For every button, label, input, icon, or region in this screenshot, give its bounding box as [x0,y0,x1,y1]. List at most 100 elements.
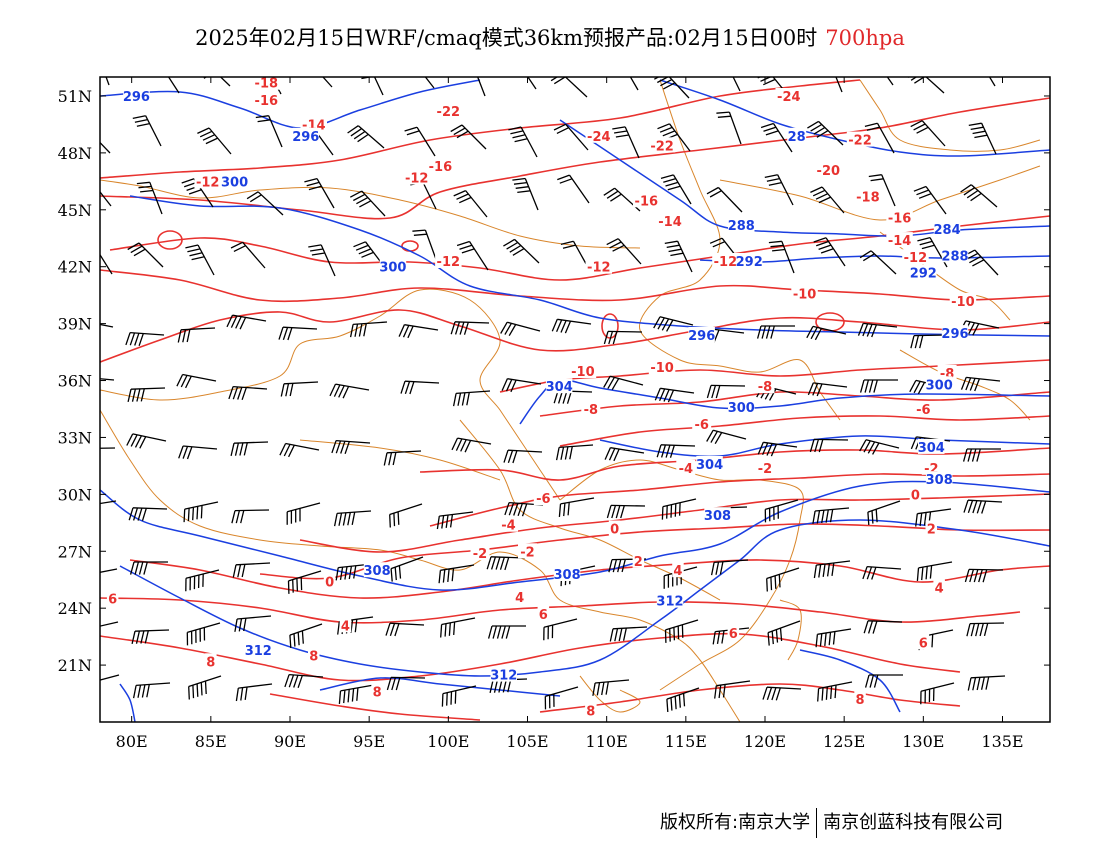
height-label-bg [941,325,969,341]
lon-tick-label: 130E [902,732,944,751]
wind-barb [809,438,849,453]
wind-barb [255,115,283,148]
wind-barb [660,174,692,205]
temperature-label: 6 [108,593,117,608]
lat-tick-label: 48N [58,144,92,163]
wind-barb [185,569,220,592]
height-label-bg [696,456,723,471]
wind-barb [544,686,579,710]
temperature-label-bg [886,209,913,225]
lat-tick-label: 42N [58,258,92,277]
lon-tick-label: 100E [427,732,469,751]
wind-barb [398,324,439,339]
wind-barb [592,679,630,696]
temperature-label: 8 [373,686,382,701]
wind-barb [604,447,645,462]
lat-tick-label: 21N [58,656,92,675]
lat-tick-label: 39N [58,315,92,334]
wind-barb [132,115,162,147]
temperature-label-bg [106,590,119,606]
temperature-label-bg [518,543,537,559]
wind-barb [280,381,319,397]
temperature-label-bg [308,647,320,663]
wind-barb [333,510,372,527]
temperature-label-bg [886,232,913,248]
temperature-label: -16 [888,211,912,226]
temperature-label: -24 [587,130,611,145]
lon-tick-label: 115E [665,732,707,751]
temperature-label-bg [253,74,280,90]
height-label-bg [735,253,763,268]
wind-barb [126,433,167,449]
temperature-label: 0 [911,488,920,503]
wind-barb [960,184,998,208]
wind-barb [806,325,847,341]
pressure-level-label: 700hpa [825,26,905,50]
wind-barb [235,683,273,702]
temperature-label-bg [581,401,601,416]
wind-barb [231,509,270,524]
wind-barb [188,675,222,700]
wind-barb [100,253,113,275]
temperature-label-bg [323,573,336,589]
wind-barb [100,323,114,328]
wind-barb [136,181,163,215]
lat-tick-label: 51N [58,87,92,106]
wind-barb [813,560,851,579]
wind-barb [768,240,795,274]
temperature-label: -22 [650,139,674,154]
wind-barb [308,244,336,277]
wind-barb [100,378,115,381]
lon-tick-label: 105E [506,732,548,751]
temperature-label: -12 [437,255,461,270]
temperature-label-bg [499,516,518,532]
temperature-label: -12 [405,172,429,187]
height-label-bg [553,566,581,581]
wind-barb [100,141,111,154]
wind-barb [105,77,110,86]
height-label: 300 [379,261,406,276]
isotherm-9 [429,473,1050,527]
wind-barb [810,186,845,214]
temperature-label-bg [755,378,775,394]
height-label: 308 [926,473,953,488]
wind-barb [338,684,375,704]
temperature-label: -10 [571,365,595,380]
lon-tick-label: 95E [353,732,385,751]
wind-barb [349,190,386,217]
temperature-label: -2 [520,545,534,560]
temperature-label: -10 [650,361,674,376]
temperature-label: -6 [694,418,708,433]
temperature-label-bg [585,702,597,718]
temperature-label: -16 [635,194,659,209]
height-contour-10 [799,649,901,713]
wind-barb [331,439,371,455]
temperature-label: 4 [515,591,524,606]
wind-barb [185,244,215,276]
isotherm-12 [129,559,1050,599]
temperature-label: -18 [255,77,279,92]
wind-barb [177,327,216,343]
temperature-label: 4 [341,619,350,634]
wind-barb [915,508,952,527]
height-label: 296 [941,327,968,342]
wind-barb [609,626,648,642]
height-label: 308 [554,568,581,583]
wind-barb [913,185,947,215]
temperature-label-bg [933,579,945,595]
boundary-line-7 [899,349,1031,421]
temperature-label-bg [194,173,221,189]
height-label-bg [245,641,272,657]
temperature-label-bg [585,258,612,274]
lon-tick-label: 135E [981,732,1023,751]
wind-barb [606,504,646,519]
wind-barb [760,122,793,153]
temperature-label-bg [339,617,352,633]
height-label: 28 [788,130,806,145]
wind-barb [859,439,900,455]
wind-barb [557,174,590,204]
temperature-label-bg [791,285,818,301]
isotherm-cell-3 [401,240,419,252]
temperature-label-bg [427,158,454,174]
temperature-label-bg [205,653,217,669]
